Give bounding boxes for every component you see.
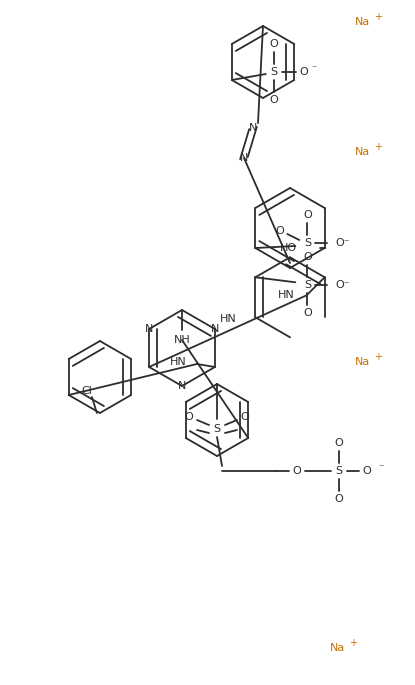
Text: N: N [240, 153, 248, 163]
Text: N: N [178, 381, 186, 391]
Text: O: O [334, 438, 343, 448]
Text: ⁻: ⁻ [311, 64, 316, 74]
Text: S: S [335, 466, 342, 476]
Text: +: + [349, 638, 357, 648]
Text: O: O [303, 308, 312, 319]
Text: S: S [304, 238, 311, 248]
Text: S: S [270, 67, 277, 77]
Text: N: N [211, 324, 219, 334]
Text: O: O [303, 252, 312, 262]
Text: O: O [269, 39, 278, 49]
Text: O: O [300, 67, 308, 77]
Text: HO: HO [280, 243, 297, 253]
Text: NH: NH [173, 335, 190, 345]
Text: Na: Na [355, 17, 370, 27]
Text: +: + [374, 142, 382, 152]
Text: O: O [293, 466, 301, 476]
Text: N: N [145, 324, 153, 334]
Text: N: N [249, 123, 257, 133]
Text: Na: Na [330, 643, 345, 653]
Text: HN: HN [220, 314, 236, 324]
Text: O: O [275, 226, 284, 236]
Text: O: O [269, 95, 278, 105]
Text: O: O [334, 494, 343, 504]
Text: O: O [303, 210, 312, 220]
Text: O: O [185, 412, 193, 422]
Text: +: + [374, 352, 382, 362]
Text: +: + [374, 12, 382, 22]
Text: O: O [363, 466, 371, 476]
Text: HN: HN [278, 290, 295, 300]
Text: Cl: Cl [81, 386, 92, 396]
Text: ⁻: ⁻ [378, 463, 383, 473]
Text: S: S [213, 424, 220, 434]
Text: O⁻: O⁻ [335, 280, 350, 290]
Text: HN: HN [170, 357, 187, 367]
Text: Na: Na [355, 147, 370, 157]
Text: Na: Na [355, 357, 370, 367]
Text: O⁻: O⁻ [335, 238, 350, 248]
Text: O: O [241, 412, 249, 422]
Text: S: S [304, 280, 311, 290]
